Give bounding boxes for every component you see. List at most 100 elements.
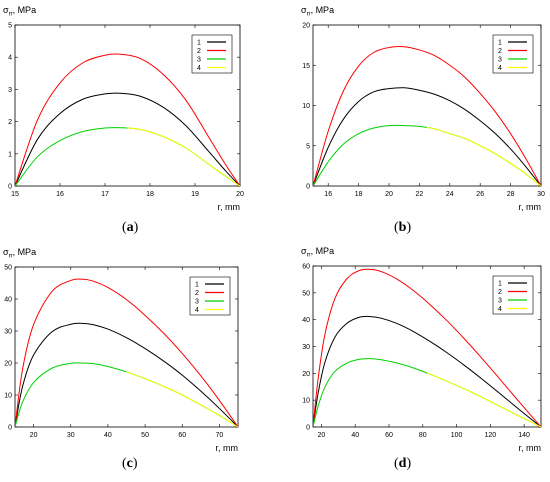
- legend-label-2: 2: [498, 48, 502, 55]
- x-tick-label: 120: [484, 432, 496, 439]
- legend-box: [492, 34, 534, 74]
- y-tick-label: 50: [4, 265, 12, 272]
- x-tick-label: 20: [385, 191, 393, 198]
- legend-label-4: 4: [197, 65, 201, 72]
- x-tick-label: 15: [11, 191, 19, 198]
- y-tick-label: 4: [8, 55, 12, 62]
- x-tick-label: 28: [507, 191, 515, 198]
- y-tick-label: 10: [302, 103, 310, 110]
- x-tick-label: 60: [385, 432, 393, 439]
- y-tick-label: 1: [8, 151, 12, 158]
- x-tick-label: 24: [446, 191, 454, 198]
- x-tick-label: 140: [518, 432, 530, 439]
- series-line-1: [313, 315, 541, 427]
- y-axis-label: σrr, MPa: [301, 246, 334, 259]
- panel-caption-b: (b): [394, 220, 412, 235]
- plot-frame: [14, 24, 241, 187]
- series-line-4: [427, 126, 541, 186]
- legend-label-1: 1: [195, 282, 199, 289]
- plot-frame: [14, 266, 239, 428]
- legend: 12 34: [189, 276, 231, 316]
- x-tick-label: 18: [355, 191, 363, 198]
- panel-caption-d: (d): [394, 456, 412, 471]
- y-tick-label: 0: [306, 184, 310, 191]
- x-axis-label: r, mm: [519, 202, 542, 212]
- y-tick-label: 30: [302, 344, 310, 351]
- panel-caption-a: (a): [122, 220, 139, 235]
- legend-label-3: 3: [498, 298, 502, 305]
- legend-label-4: 4: [195, 307, 199, 314]
- legend-label-3: 3: [195, 299, 199, 306]
- x-tick-label: 30: [537, 191, 545, 198]
- x-axis-label: r, mm: [216, 443, 239, 453]
- x-axis-label: r, mm: [218, 202, 241, 212]
- legend-label-2: 2: [197, 48, 201, 55]
- legend-label-1: 1: [197, 40, 201, 47]
- chart-panel-d: 0 10 20 30 40 50 60 20 40 60 80 100 120 140 σrr, MPa r,…: [301, 246, 542, 453]
- series-line-1: [313, 87, 541, 186]
- x-tick-label: 16: [324, 191, 332, 198]
- y-axis-label: σrr, MPa: [3, 247, 36, 260]
- x-tick-label: 16: [56, 191, 64, 198]
- y-tick-label: 30: [4, 329, 12, 336]
- panel-caption-c: (c): [122, 456, 138, 471]
- legend: 12 34: [191, 34, 233, 74]
- x-tick-label: 40: [104, 432, 112, 439]
- y-tick-label: 60: [302, 264, 310, 271]
- chart-panel-b: 0 5 10 15 20 16 18 20 22 24 26 28 30 σrr, MPa r, mm 12 3…: [301, 5, 545, 212]
- x-tick-label: 100: [451, 432, 463, 439]
- y-tick-label: 10: [4, 393, 12, 400]
- y-tick-label: 5: [306, 143, 310, 150]
- legend: 12 34: [492, 275, 534, 315]
- x-tick-label: 50: [141, 432, 149, 439]
- y-tick-label: 40: [302, 317, 310, 324]
- x-tick-label: 20: [318, 432, 326, 439]
- y-tick-label: 3: [8, 87, 12, 94]
- series-line-2: [15, 53, 240, 186]
- series-line-4: [427, 372, 541, 427]
- series-line-1: [15, 322, 238, 427]
- series-line-3: [313, 358, 541, 427]
- x-tick-label: 30: [67, 432, 75, 439]
- y-tick-label: 0: [8, 184, 12, 191]
- legend-box: [191, 34, 233, 74]
- x-tick-label: 40: [351, 432, 359, 439]
- series-line-4: [126, 371, 238, 427]
- legend-label-1: 1: [498, 40, 502, 47]
- x-tick-label: 26: [476, 191, 484, 198]
- legend-label-2: 2: [195, 290, 199, 297]
- y-tick-label: 20: [302, 23, 310, 30]
- y-tick-label: 0: [306, 425, 310, 432]
- legend-box: [492, 275, 534, 315]
- y-tick-label: 20: [302, 371, 310, 378]
- x-tick-label: 70: [216, 432, 224, 439]
- y-tick-label: 20: [4, 361, 12, 368]
- series-line-3: [313, 124, 541, 186]
- y-tick-label: 2: [8, 119, 12, 126]
- y-tick-label: 0: [8, 425, 12, 432]
- legend-label-1: 1: [498, 281, 502, 288]
- y-axis-label: σrr, MPa: [301, 5, 334, 18]
- legend-label-3: 3: [197, 57, 201, 64]
- x-axis-label: r, mm: [519, 443, 542, 453]
- legend-label-4: 4: [498, 65, 502, 72]
- y-tick-label: 10: [302, 398, 310, 405]
- y-tick-label: 15: [302, 63, 310, 70]
- x-tick-label: 80: [419, 432, 427, 439]
- series-line-1: [15, 92, 240, 186]
- series-line-2: [313, 268, 541, 427]
- chart-panel-c: 0 10 20 30 40 50 20 30 40 50 60 70 σrr, MPa r, mm 12 34: [3, 247, 239, 453]
- y-axis-label: σrr, MPa: [3, 5, 36, 18]
- x-tick-label: 22: [416, 191, 424, 198]
- legend-box: [189, 276, 231, 316]
- series-line-2: [313, 46, 541, 186]
- legend-label-2: 2: [498, 289, 502, 296]
- x-tick-label: 60: [178, 432, 186, 439]
- series-line-4: [127, 127, 240, 186]
- x-tick-label: 17: [101, 191, 109, 198]
- y-tick-label: 5: [8, 23, 12, 30]
- series-line-3: [15, 127, 240, 186]
- y-tick-label: 40: [4, 297, 12, 304]
